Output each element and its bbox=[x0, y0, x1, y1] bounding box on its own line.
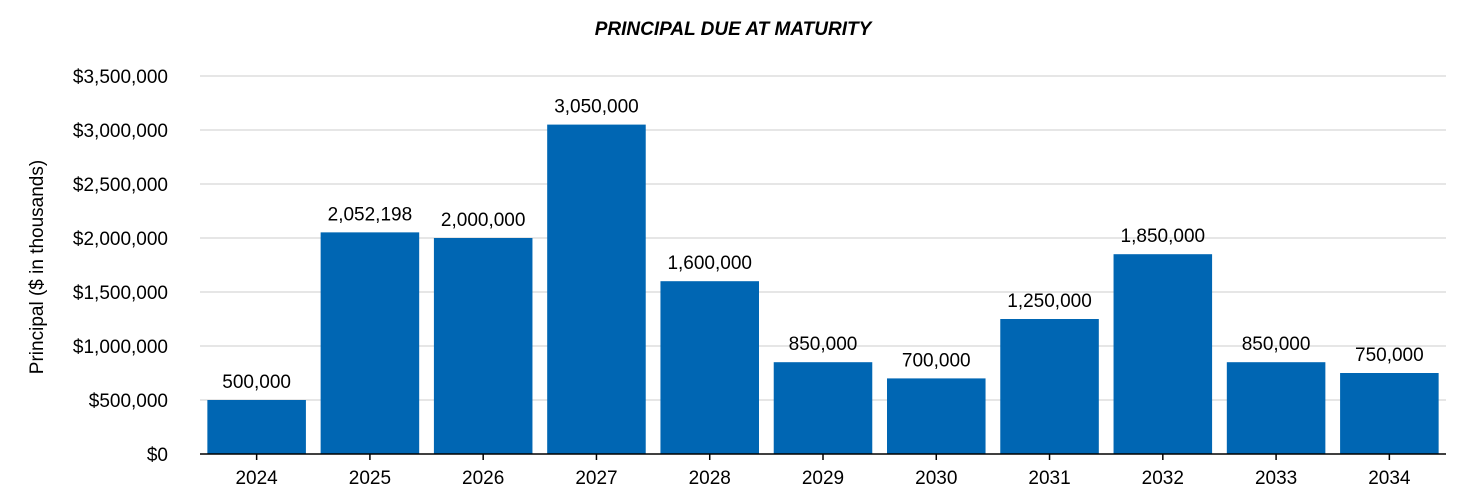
bar-2026 bbox=[433, 238, 533, 454]
bar-2029 bbox=[773, 362, 873, 454]
data-label-2025: 2,052,198 bbox=[328, 204, 413, 225]
x-tick-label-2032: 2032 bbox=[1142, 468, 1184, 489]
bar-2024 bbox=[207, 400, 306, 454]
data-label-2028: 1,600,000 bbox=[667, 253, 752, 274]
data-label-2024: 500,000 bbox=[222, 372, 291, 393]
bar-2033 bbox=[1226, 362, 1326, 454]
data-label-2034: 750,000 bbox=[1355, 345, 1424, 366]
y-tick-label: $500,000 bbox=[89, 391, 168, 412]
data-label-2032: 1,850,000 bbox=[1121, 226, 1206, 247]
bar-2027 bbox=[547, 124, 646, 454]
x-tick-label-2033: 2033 bbox=[1255, 468, 1297, 489]
x-tick-label-2027: 2027 bbox=[575, 468, 617, 489]
y-tick-label: $1,500,000 bbox=[73, 283, 168, 304]
bar-2032 bbox=[1113, 254, 1213, 454]
data-label-2033: 850,000 bbox=[1242, 334, 1311, 355]
chart-title: PRINCIPAL DUE AT MATURITY bbox=[595, 19, 874, 40]
y-tick-label: $1,000,000 bbox=[73, 337, 168, 358]
y-axis-ticks: $0 $500,000 $1,000,000 $1,500,000 $2,000,000… bbox=[73, 67, 168, 466]
data-label-2031: 1,250,000 bbox=[1007, 291, 1092, 312]
y-tick-label: $2,500,000 bbox=[73, 175, 168, 196]
y-tick-label: $3,000,000 bbox=[73, 121, 168, 142]
x-tick-label-2029: 2029 bbox=[802, 468, 844, 489]
data-label-2030: 700,000 bbox=[902, 350, 971, 371]
x-tick-label-2034: 2034 bbox=[1368, 468, 1411, 489]
x-tick-label-2024: 2024 bbox=[235, 468, 278, 489]
x-tick-label-2030: 2030 bbox=[915, 468, 957, 489]
x-tick-label-2028: 2028 bbox=[689, 468, 731, 489]
bar-2034 bbox=[1340, 373, 1439, 454]
x-axis-ticks: 2024 2025 2026 2027 2028 2029 2030 2031 2032 2033… bbox=[235, 454, 1411, 489]
bar-2028 bbox=[660, 281, 760, 454]
x-tick-label-2031: 2031 bbox=[1028, 468, 1070, 489]
y-tick-label: $0 bbox=[147, 445, 168, 466]
data-labels: 500,000 2,052,198 2,000,000 3,050,000 1,600,… bbox=[222, 97, 1423, 393]
bars bbox=[207, 124, 1439, 454]
data-label-2027: 3,050,000 bbox=[554, 97, 639, 118]
data-label-2029: 850,000 bbox=[789, 334, 858, 355]
y-tick-label: $2,000,000 bbox=[73, 229, 168, 250]
x-tick-label-2025: 2025 bbox=[349, 468, 391, 489]
data-label-2026: 2,000,000 bbox=[441, 210, 526, 231]
bar-2030 bbox=[886, 378, 986, 454]
y-axis-label: Principal ($ in thousands) bbox=[27, 160, 48, 374]
x-tick-label-2026: 2026 bbox=[462, 468, 504, 489]
bar-2025 bbox=[320, 232, 420, 454]
bar-2031 bbox=[1000, 319, 1099, 454]
y-tick-label: $3,500,000 bbox=[73, 67, 168, 88]
